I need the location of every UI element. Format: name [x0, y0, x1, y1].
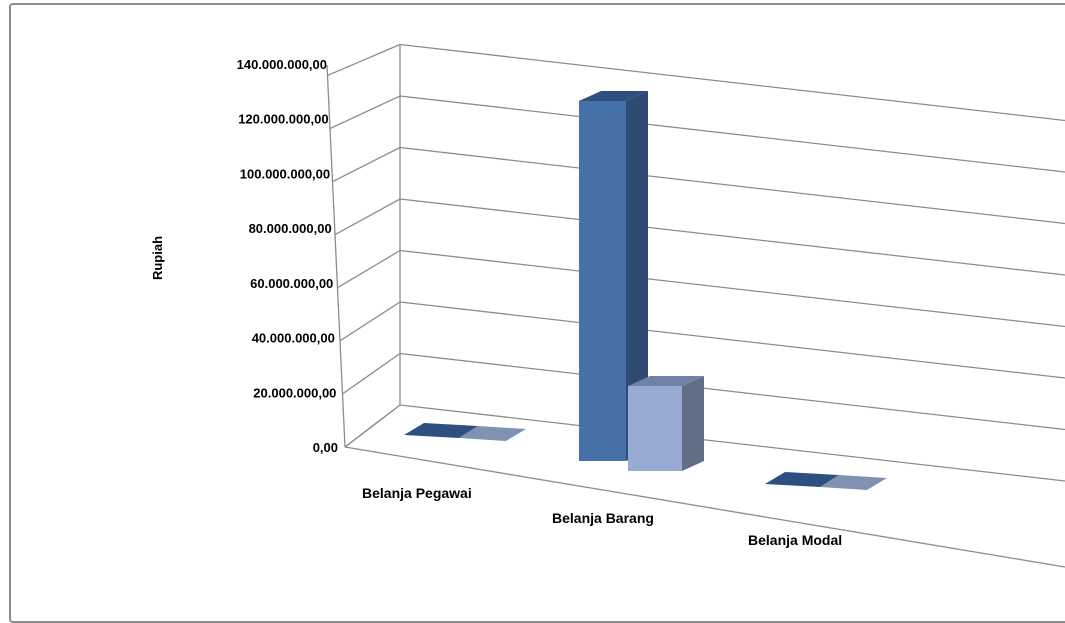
side-gridline: [326, 43, 401, 77]
bar-belanja-barang-1: [579, 91, 648, 461]
bars: [404, 91, 887, 490]
gridline: [399, 404, 1065, 482]
y-axis-title: Rupiah: [150, 236, 165, 280]
y-tick-label: 40.000.000,00: [252, 331, 335, 346]
gridline: [399, 301, 1065, 379]
floor: [344, 404, 1065, 568]
gridline: [399, 352, 1065, 431]
bars-belanja-modal: [765, 472, 887, 490]
bars-belanja-pegawai: [404, 423, 526, 441]
side-gridline: [329, 95, 401, 130]
bar-side: [626, 91, 648, 461]
bar-top: [579, 91, 648, 101]
side-gridline: [334, 198, 401, 236]
bar-front: [579, 101, 626, 461]
side-gridline: [336, 249, 401, 289]
bar-side: [682, 375, 704, 471]
category-label: Belanja Pegawai: [362, 485, 472, 501]
bar-top: [765, 472, 839, 487]
bar-top: [628, 375, 704, 386]
side-gridline: [342, 352, 401, 395]
y-tick-label: 80.000.000,00: [249, 221, 332, 236]
y-tick-label: 120.000.000,00: [238, 112, 328, 127]
bar-front: [628, 385, 682, 471]
y-tick-label: 0,00: [313, 440, 338, 455]
gridline: [399, 95, 1065, 173]
y-tick-label: 140.000.000,00: [237, 57, 327, 72]
bar-top: [404, 423, 478, 438]
gridline: [399, 198, 1065, 276]
category-labels: Belanja Pegawai Belanja Barang Belanja Mod…: [362, 485, 842, 548]
bar-belanja-barang-2: [628, 375, 704, 471]
gridline: [399, 43, 1065, 122]
bar-top: [820, 475, 887, 490]
floor-left-edge: [344, 404, 401, 448]
front-wall-edge: [326, 64, 346, 448]
y-tick-labels: 0,00 20.000.000,00 40.000.000,00 60.000.000…: [237, 57, 338, 455]
bar-top: [459, 426, 526, 441]
gridline: [399, 146, 1065, 225]
gridline: [399, 249, 1065, 328]
y-tick-label: 100.000.000,00: [240, 166, 330, 181]
floor-front-edge: [344, 446, 1065, 568]
y-tick-label: 60.000.000,00: [250, 276, 333, 291]
side-gridline: [331, 146, 401, 183]
category-label: Belanja Modal: [748, 532, 842, 548]
category-label: Belanja Barang: [552, 510, 654, 526]
side-gridline: [339, 301, 401, 342]
y-tick-label: 20.000.000,00: [253, 385, 336, 400]
gridlines: [326, 43, 1065, 482]
